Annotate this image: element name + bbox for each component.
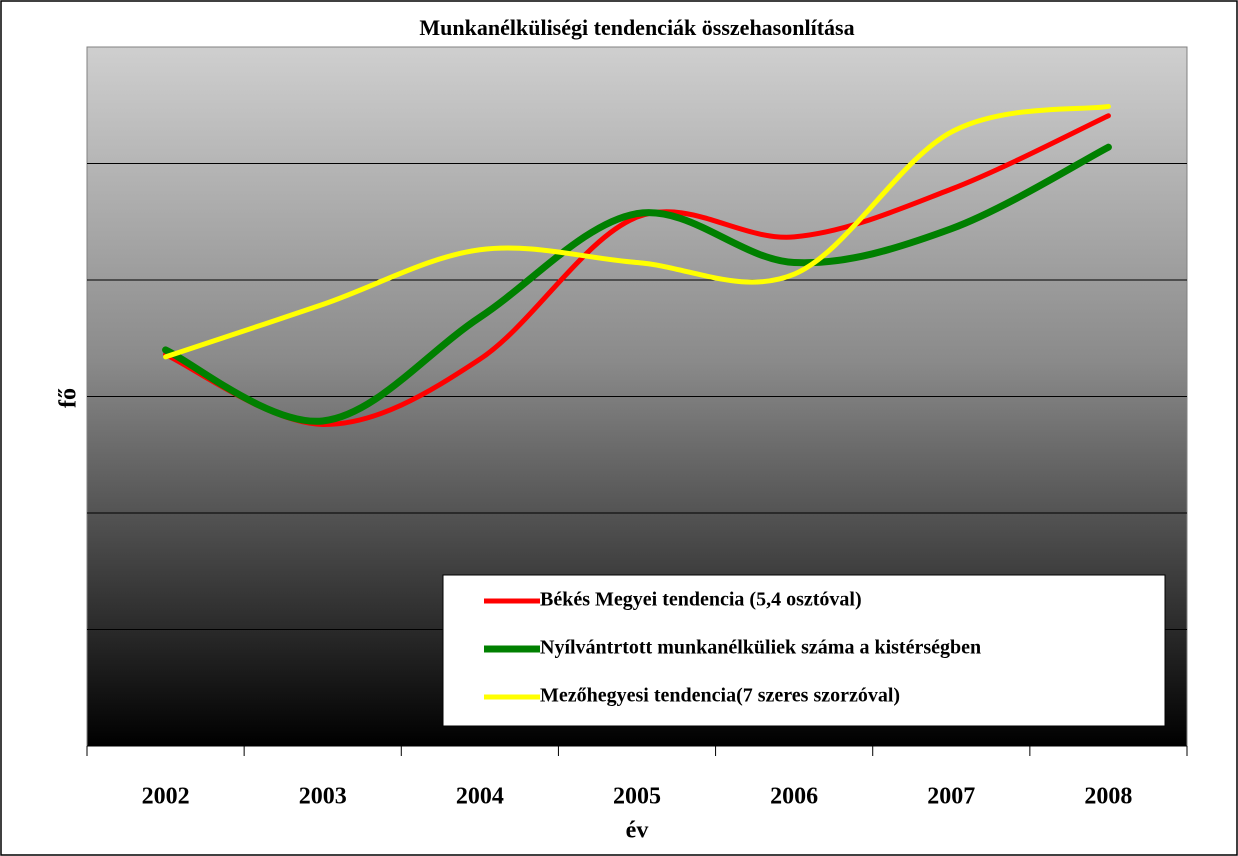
legend-box	[442, 574, 1166, 727]
series-line	[162, 143, 1112, 425]
x-tick-label: 2003	[299, 784, 347, 810]
x-tick-label: 2008	[1084, 784, 1132, 810]
legend-label: Nyílvántrtott munkanélküliek száma a kis…	[540, 637, 981, 659]
chart-title: Munkanélküliségi tendenciák összehasonlí…	[419, 15, 854, 40]
x-axis-label: év	[626, 818, 649, 844]
x-tick-label: 2002	[142, 784, 190, 810]
legend-label: Mezőhegyesi tendencia(7 szeres szorzóval…	[540, 685, 900, 707]
x-tick-label: 2006	[770, 784, 818, 810]
series-line	[163, 103, 1111, 360]
x-tick-label: 2007	[927, 784, 975, 810]
x-tick-label: 2005	[613, 784, 661, 810]
legend-label: Békés Megyei tendencia (5,4 osztóval)	[540, 589, 862, 611]
y-axis-label: fő	[56, 388, 82, 408]
x-tick-label: 2004	[456, 784, 504, 810]
